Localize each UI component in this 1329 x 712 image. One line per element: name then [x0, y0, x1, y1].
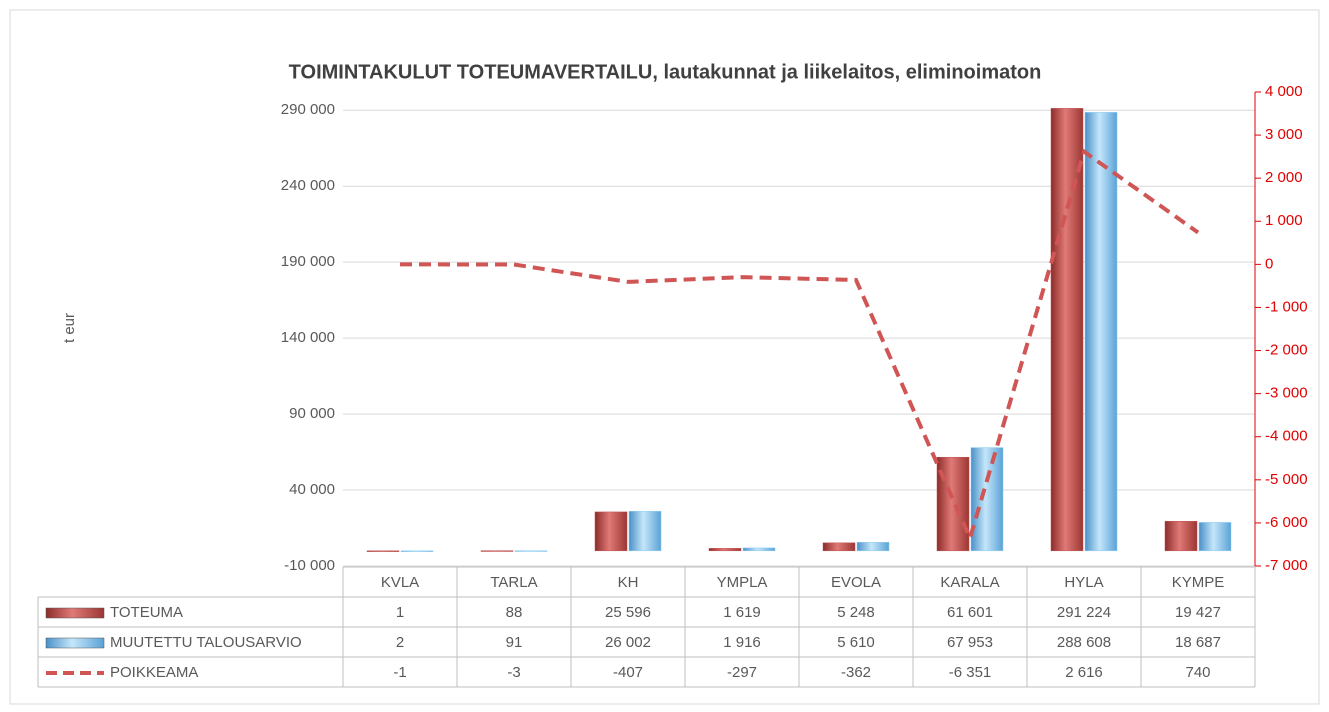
bar — [970, 447, 1004, 552]
table-cell: 88 — [506, 604, 523, 621]
bar — [514, 550, 548, 552]
x-tick-label: YMPLA — [717, 574, 768, 591]
x-tick-label: KH — [618, 574, 639, 591]
y2-tick-label: -7 000 — [1265, 557, 1308, 574]
bar — [628, 511, 662, 552]
legend-label: TOTEUMA — [110, 604, 183, 621]
bar — [1164, 521, 1198, 552]
bar — [708, 548, 742, 552]
table-cell: 67 953 — [947, 634, 993, 651]
table-cell: -407 — [613, 664, 643, 681]
y2-tick-label: 2 000 — [1265, 169, 1303, 186]
table-cell: 740 — [1185, 664, 1210, 681]
line — [399, 148, 1200, 544]
table-cell: 2 616 — [1065, 664, 1103, 681]
table-cell: 26 002 — [605, 634, 651, 651]
table-cell: 5 610 — [837, 634, 875, 651]
bar — [1198, 522, 1232, 552]
y-tick-label: -10 000 — [284, 557, 335, 574]
y2-tick-label: -2 000 — [1265, 342, 1308, 359]
bar — [1084, 112, 1118, 552]
y2-tick-label: 0 — [1265, 255, 1273, 272]
table-cell: 1 — [396, 604, 404, 621]
bar — [936, 456, 970, 552]
x-tick-label: KYMPE — [1172, 574, 1225, 591]
x-tick-label: EVOLA — [831, 574, 881, 591]
table-cell: 18 687 — [1175, 634, 1221, 651]
y-tick-label: 40 000 — [289, 481, 335, 498]
table-cell: 91 — [506, 634, 523, 651]
table-cell: 19 427 — [1175, 604, 1221, 621]
table-cell: 5 248 — [837, 604, 875, 621]
y-tick-label: 90 000 — [289, 405, 335, 422]
table-cell: -6 351 — [949, 664, 992, 681]
y2-tick-label: -3 000 — [1265, 385, 1308, 402]
y-axis-label: t eur — [61, 313, 78, 343]
table-cell: 1 916 — [723, 634, 761, 651]
table-cell: 25 596 — [605, 604, 651, 621]
bar — [480, 550, 514, 552]
y2-tick-label: 1 000 — [1265, 212, 1303, 229]
chart-border — [9, 9, 1320, 705]
y2-tick-label: 3 000 — [1265, 126, 1303, 143]
legend-key — [45, 607, 105, 619]
x-tick-label: HYLA — [1064, 574, 1103, 591]
y-tick-label: 290 000 — [281, 101, 335, 118]
bar — [1050, 108, 1084, 552]
x-tick-label: KARALA — [940, 574, 999, 591]
table-cell: -362 — [841, 664, 871, 681]
bar — [856, 542, 890, 552]
y2-tick-label: -1 000 — [1265, 298, 1308, 315]
table-cell: 291 224 — [1057, 604, 1111, 621]
y2-tick-label: -5 000 — [1265, 471, 1308, 488]
x-tick-label: TARLA — [490, 574, 537, 591]
table-cell: 61 601 — [947, 604, 993, 621]
legend-label: POIKKEAMA — [110, 664, 198, 681]
bar — [400, 550, 434, 552]
table-cell: 2 — [396, 634, 404, 651]
bar — [742, 547, 776, 552]
table-cell: -3 — [507, 664, 520, 681]
y2-tick-label: -4 000 — [1265, 428, 1308, 445]
table-cell: -297 — [727, 664, 757, 681]
bar — [594, 511, 628, 552]
y-tick-label: 140 000 — [281, 329, 335, 346]
y-tick-label: 240 000 — [281, 177, 335, 194]
x-tick-label: KVLA — [381, 574, 419, 591]
legend-label: MUUTETTU TALOUSARVIO — [110, 634, 302, 651]
table-cell: -1 — [393, 664, 406, 681]
table-cell: 1 619 — [723, 604, 761, 621]
chart-title: TOIMINTAKULUT TOTEUMAVERTAILU, lautakunn… — [289, 61, 1042, 83]
table-cell: 288 608 — [1057, 634, 1111, 651]
y-tick-label: 190 000 — [281, 253, 335, 270]
y2-tick-label: -6 000 — [1265, 514, 1308, 531]
legend-key — [45, 637, 105, 649]
y2-tick-label: 4 000 — [1265, 83, 1303, 100]
bar — [822, 542, 856, 552]
bar — [366, 550, 400, 552]
